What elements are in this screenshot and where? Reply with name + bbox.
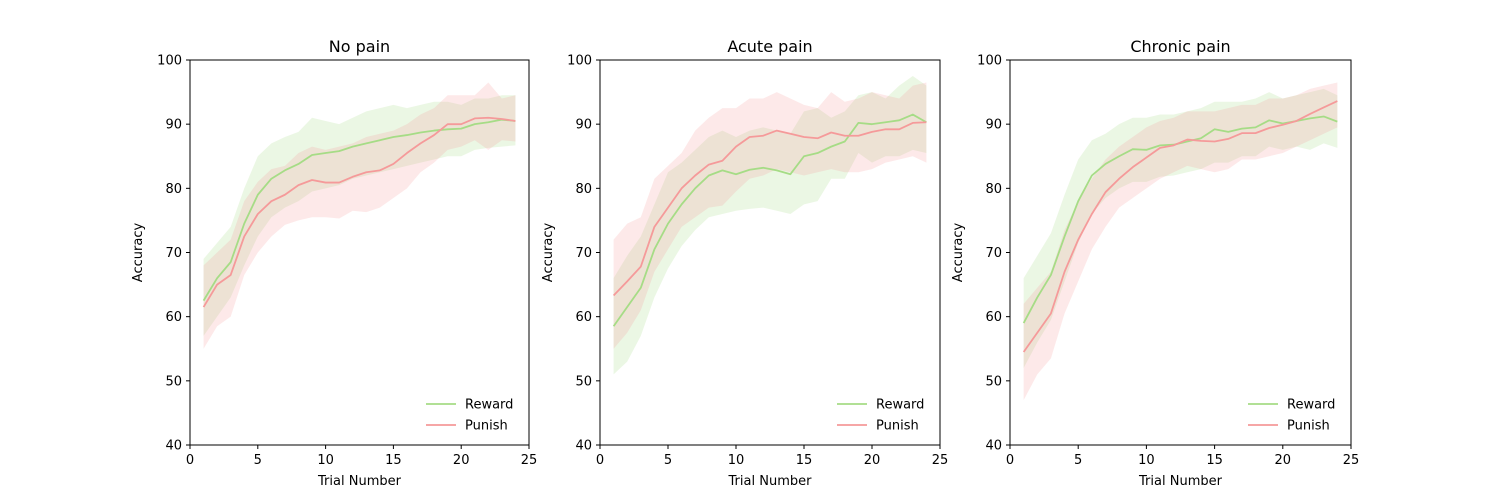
- y-tick-label: 80: [165, 182, 182, 197]
- chart-panel-1: 0 5 10 15 20 25 40 50 60 70 80 90 100 No pain Trial Nu…: [131, 37, 537, 489]
- y-tick-label: 60: [575, 310, 592, 325]
- y-axis-label: Accuracy: [541, 223, 556, 283]
- series-line-reward: [612, 113, 927, 327]
- x-tick-label: 20: [1275, 453, 1292, 468]
- legend-label-punish: Punish: [876, 419, 919, 434]
- x-tick-label: 10: [728, 453, 745, 468]
- y-tick-label: 40: [165, 439, 182, 454]
- legend-label-reward: Reward: [465, 398, 513, 413]
- confidence-band-reward: [1023, 88, 1338, 368]
- x-tick-label: 5: [1074, 453, 1082, 468]
- x-tick-label: 20: [453, 453, 470, 468]
- x-tick-label: 10: [1138, 453, 1155, 468]
- x-tick-label: 5: [664, 453, 672, 468]
- x-tick-label: 25: [932, 453, 949, 468]
- panel-title: Acute pain: [727, 37, 812, 56]
- x-tick-label: 25: [1343, 453, 1360, 468]
- x-axis-label: Trial Number: [728, 474, 813, 489]
- y-tick-label: 80: [575, 182, 592, 197]
- legend: Reward Punish: [1248, 398, 1335, 434]
- x-tick-label: 15: [796, 453, 813, 468]
- legend-label-reward: Reward: [1287, 398, 1335, 413]
- series-line-punish: [612, 121, 927, 297]
- confidence-band-reward: [613, 76, 927, 375]
- x-tick-label: 15: [1206, 453, 1223, 468]
- series-line-punish: [1022, 100, 1338, 353]
- y-tick-label: 100: [567, 54, 592, 69]
- x-axis-label: Trial Number: [1138, 474, 1223, 489]
- y-tick-label: 100: [977, 54, 1002, 69]
- y-tick-label: 90: [575, 118, 592, 133]
- y-tick-label: 70: [575, 246, 592, 261]
- panel-title: Chronic pain: [1130, 37, 1230, 56]
- y-tick-label: 40: [985, 439, 1002, 454]
- x-tick-label: 10: [317, 453, 334, 468]
- chart-panel-2: 0 5 10 15 20 25 40 50 60 70 80 90 100 Acute pain Trial…: [541, 37, 948, 489]
- confidence-band-punish: [1023, 82, 1338, 401]
- y-axis-label: Accuracy: [131, 223, 146, 283]
- y-tick-label: 70: [165, 246, 182, 261]
- y-tick-label: 50: [575, 374, 592, 389]
- x-tick-label: 15: [385, 453, 402, 468]
- y-axis-label: Accuracy: [951, 223, 966, 283]
- chart-panel-3: 0 5 10 15 20 25 40 50 60 70 80 90 100 Chronic pain Tri…: [951, 37, 1359, 489]
- panel-title: No pain: [329, 37, 390, 56]
- x-tick-label: 20: [864, 453, 881, 468]
- confidence-band-reward: [203, 95, 516, 336]
- x-axis-label: Trial Number: [317, 474, 402, 489]
- x-tick-label: 0: [596, 453, 604, 468]
- y-tick-label: 50: [165, 374, 182, 389]
- x-tick-label: 0: [1006, 453, 1014, 468]
- x-tick-label: 0: [186, 453, 194, 468]
- y-tick-label: 40: [575, 439, 592, 454]
- y-tick-label: 90: [165, 118, 182, 133]
- legend: Reward Punish: [837, 398, 924, 434]
- y-tick-label: 70: [985, 246, 1002, 261]
- y-tick-label: 60: [165, 310, 182, 325]
- confidence-band-punish: [613, 82, 927, 349]
- y-tick-label: 100: [157, 54, 182, 69]
- series-line-punish: [202, 116, 516, 308]
- x-tick-label: 5: [254, 453, 262, 468]
- legend-label-punish: Punish: [1287, 419, 1330, 434]
- confidence-band-punish: [203, 82, 516, 349]
- legend-label-reward: Reward: [876, 398, 924, 413]
- legend: Reward Punish: [426, 398, 513, 434]
- legend-label-punish: Punish: [465, 419, 508, 434]
- series-line-reward: [202, 118, 516, 302]
- y-tick-label: 80: [985, 182, 1002, 197]
- y-tick-label: 90: [985, 118, 1002, 133]
- x-tick-label: 25: [521, 453, 538, 468]
- y-tick-label: 50: [985, 374, 1002, 389]
- y-tick-label: 60: [985, 310, 1002, 325]
